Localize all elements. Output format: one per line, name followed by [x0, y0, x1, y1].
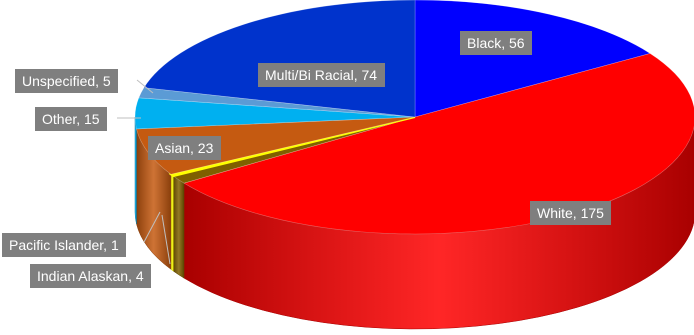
data-label-text: Asian, 23 [155, 140, 214, 156]
pie-top-layer [134, 0, 694, 235]
leader-line-unspecified [136, 79, 154, 94]
slice-pacific-islander [168, 116, 416, 178]
data-label-text: Unspecified, 5 [22, 73, 111, 89]
data-label-text: Multi/Bi Racial, 74 [265, 67, 377, 83]
data-label-text: White, 175 [537, 205, 604, 221]
slice-other [134, 97, 416, 130]
slice-side-other [134, 116, 137, 225]
data-label-text: Indian Alaskan, 4 [37, 268, 144, 284]
data-label-pacific-islander: Pacific Islander, 1 [2, 233, 126, 257]
slice-side-pacific-islander [170, 173, 174, 272]
slice-unspecified [138, 87, 416, 118]
data-label-asian: Asian, 23 [148, 136, 221, 160]
data-label-multi-bi-racial: Multi/Bi Racial, 74 [258, 63, 385, 87]
slice-black [414, 0, 651, 118]
data-label-indian-alaskan: Indian Alaskan, 4 [30, 264, 151, 288]
data-label-text: Pacific Islander, 1 [9, 237, 119, 253]
data-label-text: Other, 15 [42, 111, 100, 127]
data-label-black: Black, 56 [460, 31, 532, 55]
data-labels: Black, 56 White, 175 Indian Alaskan, 4 Paci… [2, 31, 611, 288]
leader-line-pacific-islander [143, 211, 161, 243]
data-label-other: Other, 15 [35, 107, 107, 131]
data-label-unspecified: Unspecified, 5 [15, 69, 118, 93]
data-label-white: White, 175 [530, 201, 611, 225]
data-label-text: Black, 56 [467, 35, 525, 51]
slice-side-indian-alaskan [173, 175, 185, 279]
leader-lines [117, 79, 171, 265]
slice-multi-bi-racial [143, 0, 416, 118]
leader-line-indian-alaskan [161, 214, 171, 265]
